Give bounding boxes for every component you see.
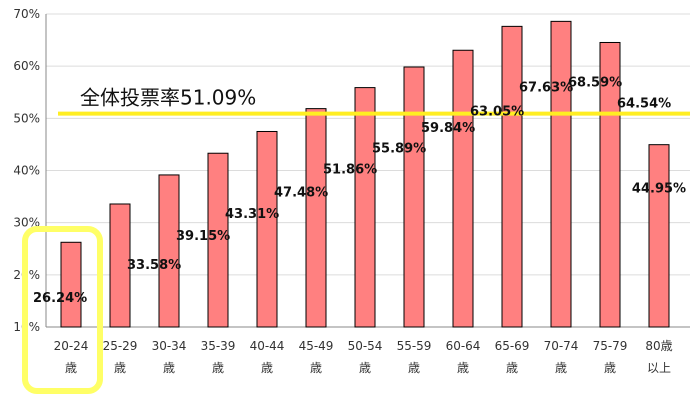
category-label: 歳 xyxy=(212,361,224,375)
y-tick-label: 30% xyxy=(13,216,40,230)
category-label: 歳 xyxy=(261,361,273,375)
highlight-box xyxy=(22,226,103,394)
reference-line-label: 全体投票率51.09% xyxy=(80,86,256,110)
category-label: 歳 xyxy=(457,361,469,375)
data-label: 47.48% xyxy=(274,185,328,200)
category-label: 70-74 xyxy=(544,339,579,353)
category-labels: 20-24 歳 25-29 歳 30-34 歳 35-39 歳 40-44 歳 45-49 歳 50-5… xyxy=(54,339,673,375)
data-label: 33.58% xyxy=(127,258,181,273)
category-label: 25-29 xyxy=(103,339,138,353)
bar xyxy=(109,203,131,328)
data-label: 55.89% xyxy=(372,142,426,157)
category-label: 30-34 xyxy=(152,339,187,353)
reference-line-group: 全体投票率51.09% xyxy=(58,86,690,116)
category-label: 35-39 xyxy=(201,339,236,353)
category-label: 歳 xyxy=(359,361,371,375)
data-label: 44.95% xyxy=(632,182,686,197)
bar xyxy=(501,25,523,328)
category-label: 65-69 xyxy=(495,339,530,353)
category-label: 80歳 xyxy=(645,339,672,353)
category-label: 50-54 xyxy=(348,339,383,353)
category-label: 歳 xyxy=(506,361,518,375)
y-tick-label: 60% xyxy=(13,59,40,73)
category-label: 以上 xyxy=(647,361,671,375)
data-label: 39.15% xyxy=(176,229,230,244)
data-label: 68.59% xyxy=(568,75,622,90)
y-tick-label: 50% xyxy=(13,111,40,125)
y-tick-label: 40% xyxy=(13,164,40,178)
category-label: 歳 xyxy=(65,361,77,375)
data-label: 59.84% xyxy=(421,121,475,136)
data-label: 64.54% xyxy=(617,96,671,111)
category-label: 40-44 xyxy=(250,339,285,353)
category-label: 歳 xyxy=(604,361,616,375)
category-label: 45-49 xyxy=(299,339,334,353)
bar xyxy=(550,20,572,328)
bar xyxy=(60,241,82,328)
data-label: 63.05% xyxy=(470,104,524,119)
highlight-group xyxy=(22,226,103,394)
bar xyxy=(158,174,180,328)
bar xyxy=(648,144,670,328)
data-label: 67.63% xyxy=(519,80,573,95)
data-label: 51.86% xyxy=(323,163,377,178)
category-label: 60-64 xyxy=(446,339,481,353)
bar xyxy=(256,130,278,328)
bar xyxy=(305,108,327,328)
category-label: 75-79 xyxy=(593,339,628,353)
data-label: 26.24% xyxy=(33,291,87,306)
category-label: 55-59 xyxy=(397,339,432,353)
bar xyxy=(403,66,425,328)
category-label: 歳 xyxy=(163,361,175,375)
category-label: 歳 xyxy=(555,361,567,375)
category-label: 歳 xyxy=(114,361,126,375)
bar xyxy=(354,87,376,328)
category-label: 歳 xyxy=(310,361,322,375)
y-tick-label: 70% xyxy=(13,7,40,21)
bars xyxy=(60,20,670,328)
category-label: 歳 xyxy=(408,361,420,375)
data-label: 43.31% xyxy=(225,207,279,222)
category-label: 20-24 xyxy=(54,339,89,353)
data-labels: 26.24% 33.58% 39.15% 43.31% 47.48% 51.86% 55.8… xyxy=(33,75,686,306)
bar xyxy=(452,49,474,328)
bar xyxy=(207,152,229,328)
